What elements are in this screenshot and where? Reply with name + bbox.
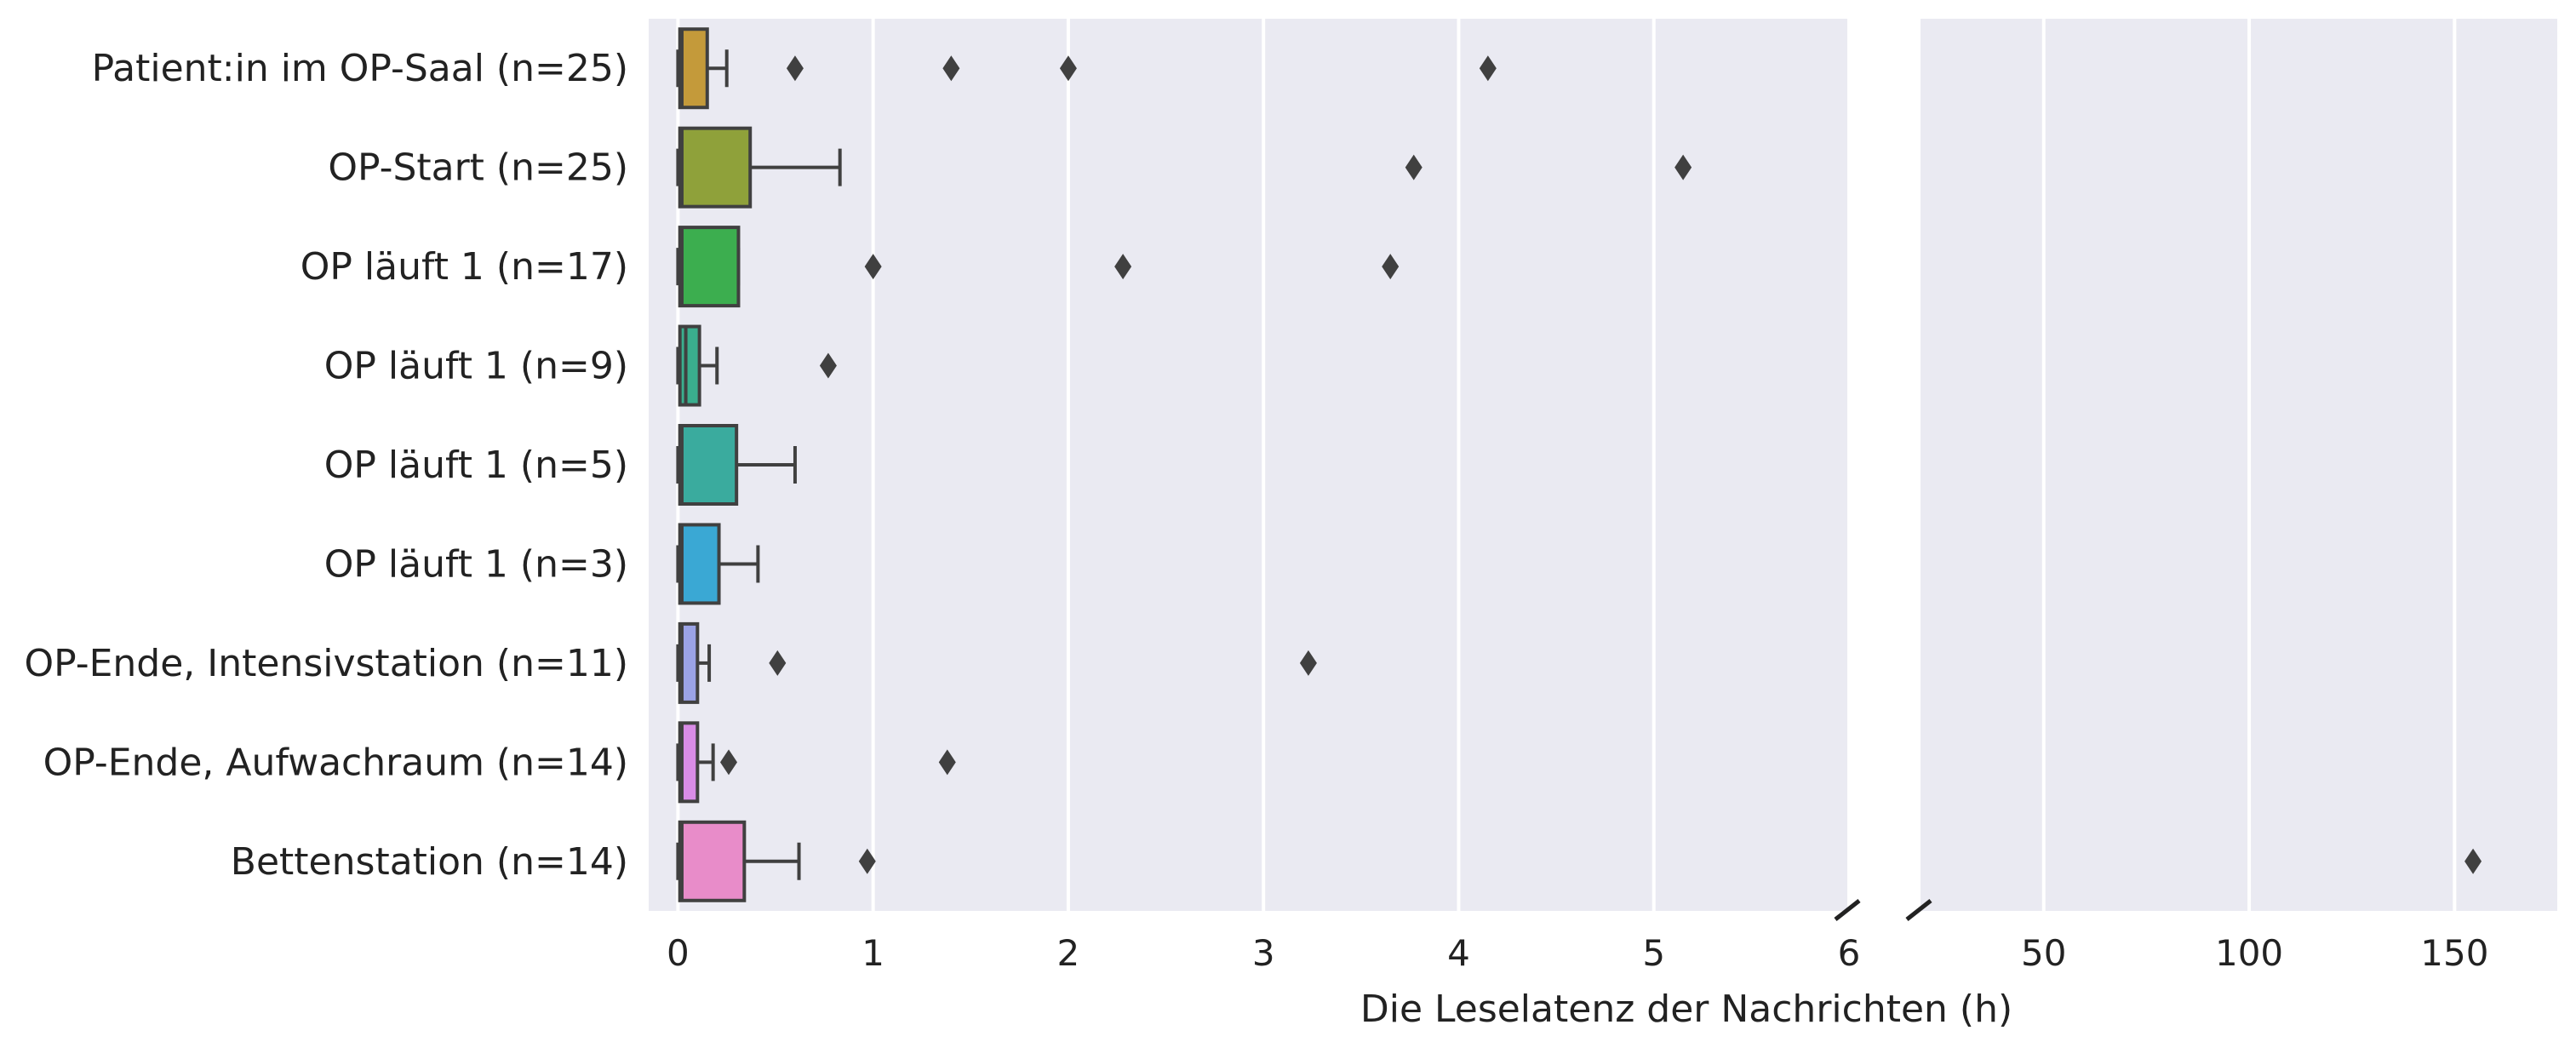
outlier-point (942, 55, 960, 82)
box (678, 424, 739, 506)
outlier-point (858, 848, 876, 874)
box (678, 721, 700, 804)
y-category-label: OP-Start (n=25) (328, 146, 628, 190)
outlier-point (1299, 650, 1317, 676)
x-tick-label: 100 (2215, 932, 2283, 974)
outlier-point (819, 352, 837, 379)
y-category-label: OP läuft 1 (n=9) (324, 345, 628, 388)
x-tick-label: 6 (1838, 932, 1861, 974)
y-category-label: OP-Ende, Aufwachraum (n=14) (43, 741, 628, 784)
plot-area-right (1921, 19, 2557, 911)
x-tick-label: 50 (2021, 932, 2066, 974)
x-tick-label: 150 (2420, 932, 2488, 974)
outlier-point (1382, 254, 1400, 280)
x-tick-label: 0 (667, 932, 690, 974)
box (678, 226, 741, 308)
y-category-label: OP läuft 1 (n=17) (301, 245, 628, 289)
x-axis-label: Die Leselatenz der Nachrichten (h) (1360, 988, 2012, 1031)
y-category-label: Patient:in im OP-Saal (n=25) (92, 47, 628, 90)
box (678, 126, 753, 209)
outlier-point (2464, 848, 2482, 874)
outlier-point (864, 254, 882, 280)
outlier-point (720, 749, 737, 776)
plot-area-left (649, 19, 1849, 911)
outlier-point (1479, 55, 1497, 82)
x-tick-label: 3 (1252, 932, 1275, 974)
x-tick-label: 2 (1057, 932, 1080, 974)
y-category-label: OP läuft 1 (n=3) (324, 542, 628, 586)
outlier-point (769, 650, 787, 676)
y-category-label: OP läuft 1 (n=5) (324, 444, 628, 487)
outlier-point (1405, 154, 1423, 180)
axis-break-marker (1905, 899, 1932, 921)
x-tick-label: 4 (1447, 932, 1470, 974)
outlier-point (1114, 254, 1132, 280)
box (678, 324, 701, 407)
axis-break-marker (1834, 899, 1861, 921)
outlier-point (1059, 55, 1077, 82)
x-tick-label: 5 (1642, 932, 1665, 974)
box (678, 27, 709, 110)
y-category-label: Bettenstation (n=14) (231, 840, 628, 884)
x-tick-label: 1 (862, 932, 884, 974)
box (678, 820, 747, 902)
box (678, 523, 721, 605)
box (678, 621, 700, 704)
outlier-point (786, 55, 804, 82)
y-category-label: OP-Ende, Intensivstation (n=11) (25, 642, 628, 685)
outlier-point (1674, 154, 1692, 180)
outlier-point (938, 749, 956, 776)
